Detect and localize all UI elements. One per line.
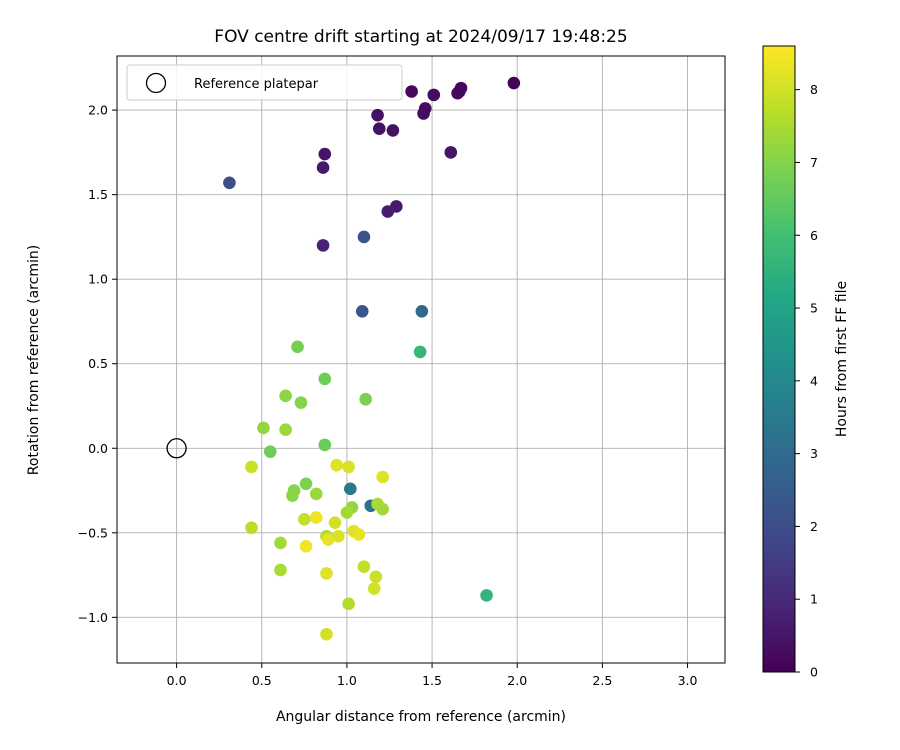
data-point [316, 239, 330, 252]
y-axis-ticks: −1.0 −0.5 0.0 0.5 1.0 1.5 2.0 [78, 103, 117, 625]
legend-hollow-circle-marker [145, 72, 167, 94]
data-point [318, 147, 332, 161]
data-point [417, 107, 430, 120]
colorbar-ticks: 0 1 2 3 4 5 6 7 8 [795, 82, 818, 680]
data-point [332, 529, 345, 543]
colorbar-tick-label: 6 [810, 228, 818, 243]
data-point [320, 627, 333, 641]
data-point [381, 205, 395, 218]
y-tick-label: −0.5 [78, 525, 108, 540]
data-point [369, 570, 383, 584]
data-point [340, 506, 354, 519]
data-point [386, 124, 400, 137]
y-tick-label: 2.0 [88, 103, 108, 118]
y-tick-label: 1.5 [88, 187, 108, 202]
data-point [299, 477, 313, 491]
x-tick-label: 1.0 [337, 673, 357, 688]
data-point [413, 345, 427, 359]
data-point [298, 512, 311, 526]
data-point [321, 533, 335, 546]
y-axis-label: Rotation from reference (arcmin) [26, 245, 42, 475]
data-point [507, 76, 521, 90]
data-point [318, 438, 332, 452]
colorbar-tick-label: 5 [810, 301, 818, 316]
reference-marker-group [166, 438, 187, 459]
colorbar-label: Hours from first FF file [834, 281, 850, 437]
legend-entry-label: Reference platepar [194, 77, 319, 92]
x-tick-label: 1.5 [422, 673, 442, 688]
data-point [286, 489, 299, 502]
y-tick-label: 0.0 [88, 441, 108, 456]
data-point [427, 88, 441, 102]
data-point [245, 521, 258, 535]
data-point [245, 460, 258, 474]
x-tick-label: 2.5 [592, 673, 612, 688]
colorbar-tick-label: 2 [810, 519, 818, 534]
data-point [372, 122, 386, 136]
x-tick-label: 0.5 [252, 673, 272, 688]
data-point [444, 146, 458, 159]
x-tick-label: 0.0 [167, 673, 187, 688]
data-point [342, 460, 355, 474]
data-point [367, 582, 381, 595]
colorbar-tick-label: 1 [810, 592, 818, 607]
reference-platepar-marker [166, 438, 187, 459]
data-point [451, 86, 464, 100]
colorbar-tick-label: 3 [810, 446, 818, 461]
data-point [415, 305, 429, 318]
data-point [376, 470, 389, 484]
data-point [342, 597, 355, 611]
data-point [376, 502, 389, 516]
data-point [309, 487, 323, 501]
colorbar-tick-label: 7 [810, 155, 818, 170]
data-point [328, 516, 342, 529]
data-point [299, 540, 313, 553]
data-point [320, 567, 333, 580]
colorbar-tick-label: 4 [810, 373, 818, 388]
data-point [274, 563, 287, 577]
data-point [359, 392, 372, 406]
data-point [344, 482, 357, 496]
data-point [355, 305, 369, 318]
x-tick-label: 3.0 [678, 673, 698, 688]
y-tick-label: 0.5 [88, 356, 108, 371]
data-point [309, 511, 323, 524]
data-point [405, 85, 418, 98]
data-point [480, 589, 493, 602]
colorbar-tick-label: 8 [810, 82, 818, 97]
data-points [223, 76, 521, 641]
x-axis-ticks: 0.0 0.5 1.0 1.5 2.0 2.5 3.0 [167, 663, 698, 688]
data-point [291, 340, 304, 354]
y-tick-label: −1.0 [78, 610, 108, 625]
data-point [357, 230, 371, 244]
data-point [279, 389, 292, 403]
data-point [352, 528, 366, 541]
plot-area-frame [116, 55, 726, 664]
data-point [274, 536, 287, 550]
colorbar-tick-label: 0 [810, 665, 818, 680]
data-point [318, 372, 332, 386]
data-point [223, 176, 236, 190]
data-point [371, 108, 384, 122]
x-tick-label: 2.0 [507, 673, 527, 688]
data-point [257, 421, 270, 435]
data-point [279, 423, 292, 436]
legend-box [126, 64, 403, 101]
chart-title: FOV centre drift starting at 2024/09/17 … [214, 27, 627, 47]
colorbar [762, 45, 796, 673]
data-point [263, 445, 277, 458]
data-point [330, 458, 343, 472]
x-axis-label: Angular distance from reference (arcmin) [276, 709, 566, 725]
legend: Reference platepar [126, 64, 403, 101]
data-point [294, 396, 308, 409]
data-point [316, 161, 330, 174]
data-point [357, 560, 371, 573]
y-tick-label: 1.0 [88, 272, 108, 287]
